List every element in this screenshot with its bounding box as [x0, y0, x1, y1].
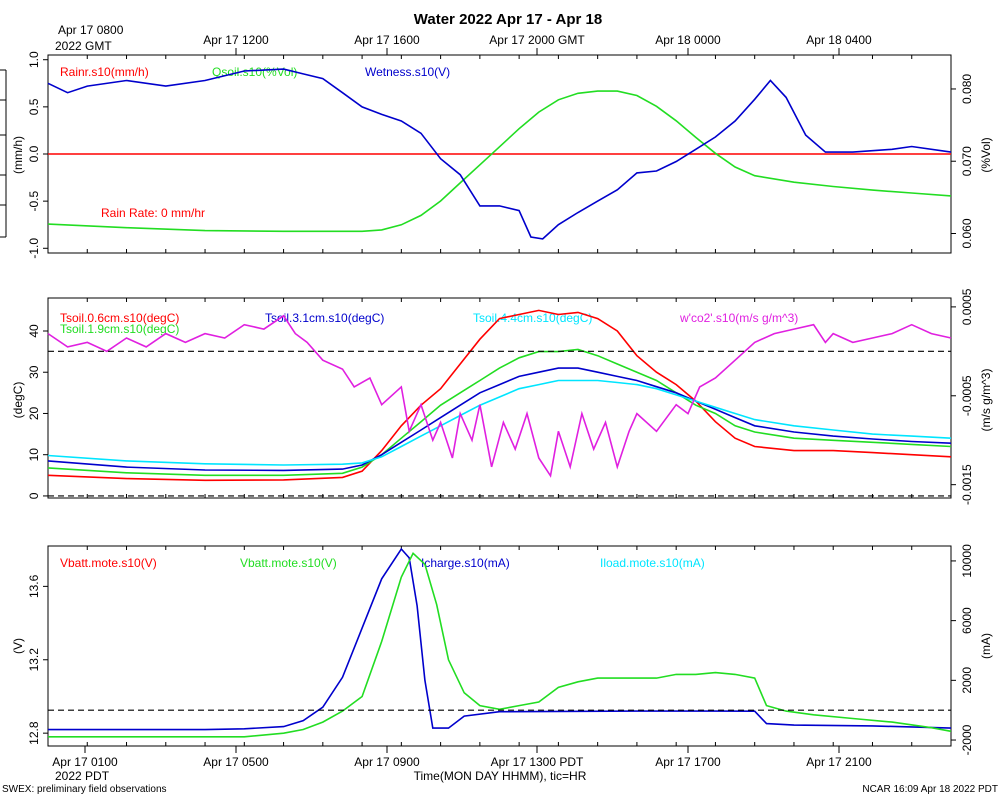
bottom-corner-year: 2022 PDT	[55, 769, 110, 783]
legend-icharge: Icharge.s10(mA)	[421, 556, 510, 570]
bottom-time-tick-label: Apr 17 1300 PDT	[491, 755, 584, 769]
series-tsoil-0-6cm-s10-degc-	[47, 309, 952, 482]
left-tick-label: -0.5	[27, 190, 41, 211]
legend-rainr: Rainr.s10(mm/h)	[60, 65, 149, 79]
panel3-left-axis-label: (V)	[11, 638, 25, 654]
top-corner-year: 2022 GMT	[55, 39, 112, 53]
right-tick-label: -0.0015	[960, 464, 974, 505]
footer-left: SWEX: preliminary field observations	[2, 784, 167, 795]
series-wetness-s10-v-	[47, 68, 952, 240]
bottom-time-tick-label: Apr 17 1700	[655, 755, 721, 769]
legend-wco2: w'co2'.s10(m/s g/m^3)	[679, 311, 798, 325]
left-tick-label: 12.8	[27, 721, 41, 745]
chart-title: Water 2022 Apr 17 - Apr 18	[414, 11, 602, 28]
right-tick-label: 0.070	[960, 146, 974, 176]
right-tick-label: 0.0005	[960, 288, 974, 325]
bottom-time-tick-label: Apr 17 0900	[354, 755, 420, 769]
series-vbatt-mote-s10-v-	[48, 551, 952, 738]
panel1-left-axis-label: (mm/h)	[11, 136, 25, 174]
legend-vbatt-green: Vbatt.mote.s10(V)	[240, 556, 337, 570]
rain-rate-annotation: Rain Rate: 0 mm/hr	[101, 206, 205, 220]
left-tick-label: 20	[27, 406, 41, 420]
legend-qsoil: Qsoil.s10(%Vol)	[212, 65, 297, 79]
top-time-tick-label: Apr 17 1200	[203, 33, 269, 47]
left-tick-label: 0.0	[27, 145, 41, 162]
left-tick-label: -1.0	[27, 238, 41, 259]
left-tick-label: 0	[27, 492, 41, 499]
left-tick-label: 40	[27, 324, 41, 338]
panel1-right-axis-label: (%Vol)	[979, 137, 993, 172]
series-tsoil-4-4cm-s10-degc-	[47, 379, 952, 466]
bottom-time-tick-label: Apr 17 2100	[806, 755, 872, 769]
left-tick-label: 10	[27, 448, 41, 462]
top-time-tick-label: Apr 17 2000 GMT	[489, 33, 585, 47]
panel2-frame	[47, 297, 952, 499]
left-tick-label: 0.5	[27, 98, 41, 115]
left-tick-label: 30	[27, 365, 41, 379]
series-w-co2-s10-m-s-g-m-3-	[47, 314, 952, 478]
right-tick-label: 0.080	[960, 74, 974, 104]
panel2-left-axis-label: (degC)	[11, 382, 25, 419]
legend-tsoil-19: Tsoil.1.9cm.s10(degC)	[60, 322, 179, 336]
legend-tsoil-31: Tsoil.3.1cm.s10(degC)	[265, 311, 384, 325]
series-qsoil-s10-vol-	[47, 90, 952, 233]
top-time-tick-label: Apr 18 0000	[655, 33, 721, 47]
left-tick-label: 13.6	[27, 574, 41, 598]
bottom-time-tick-label: Apr 17 0500	[203, 755, 269, 769]
right-tick-label: 6000	[960, 607, 974, 634]
series-tsoil-1-9cm-s10-degc-	[47, 348, 952, 477]
series-tsoil-3-1cm-s10-degc-	[47, 367, 952, 472]
top-corner-date: Apr 17 0800	[58, 23, 124, 37]
chart-marks: 1.0 0.5 0.0 -0.5 -1.0 0.080 0.070 0.060 40 30 20 10…	[0, 33, 974, 769]
bottom-time-tick-label: Apr 17 0100	[52, 755, 118, 769]
right-tick-label: 10000	[960, 544, 974, 578]
right-tick-label: -2000	[960, 724, 974, 755]
top-time-tick-label: Apr 18 0400	[806, 33, 872, 47]
left-tick-label: 1.0	[27, 51, 41, 68]
x-axis-label: Time(MON DAY HHMM), tic=HR	[414, 769, 587, 783]
legend-tsoil-06: Tsoil.0.6cm.s10(degC)	[60, 311, 179, 325]
right-tick-label: 2000	[960, 667, 974, 694]
right-tick-label: 0.060	[960, 218, 974, 248]
panel3-frame	[47, 545, 952, 747]
panel2-right-axis-label: (m/s g/m^3)	[979, 369, 993, 432]
legend-wetness: Wetness.s10(V)	[365, 65, 450, 79]
right-tick-label: -0.0005	[960, 375, 974, 416]
series-icharge-s10-ma-	[48, 547, 952, 731]
top-time-tick-label: Apr 17 1600	[354, 33, 420, 47]
left-tick-label: 13.2	[27, 648, 41, 672]
panel3-right-axis-label: (mA)	[979, 633, 993, 659]
legend-iload: Iload.mote.s10(mA)	[600, 556, 705, 570]
footer-right: NCAR 16:09 Apr 18 2022 PDT	[862, 784, 998, 795]
legend-vbatt-red: Vbatt.mote.s10(V)	[60, 556, 157, 570]
